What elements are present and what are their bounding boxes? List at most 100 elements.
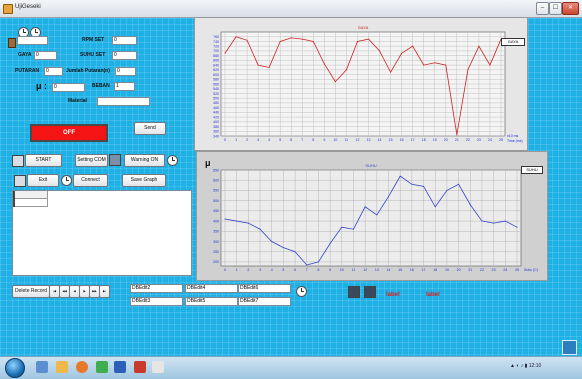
x-tick-label: 11: [352, 268, 356, 272]
data-point: [481, 220, 483, 222]
app-icon[interactable]: [96, 361, 108, 373]
exit-button[interactable]: Exit: [27, 174, 59, 187]
data-grid[interactable]: [12, 190, 192, 276]
data-point: [317, 261, 319, 263]
data-point: [467, 69, 469, 71]
y-tick-label: 660: [213, 59, 219, 63]
beban-input[interactable]: 1: [114, 82, 135, 91]
material-label: Material: [68, 98, 87, 104]
x-tick-label: 4: [271, 268, 273, 272]
save-graph-button[interactable]: Save Graph: [122, 174, 166, 187]
x-tick-label: 22: [480, 268, 484, 272]
gaya-top-field[interactable]: [17, 36, 48, 45]
series-line: [224, 175, 518, 266]
connect-button[interactable]: Connect: [73, 174, 108, 187]
window-title: UjiGeseki: [15, 4, 41, 10]
y-tick-label: 600: [213, 73, 219, 77]
x-tick-label: 10: [340, 268, 344, 272]
label-2: label: [426, 292, 440, 298]
rpm-set-input[interactable]: 0: [112, 36, 137, 45]
x-tick-label: 18: [422, 138, 426, 142]
y-tick-label: 350: [213, 230, 219, 234]
suhu-set-input[interactable]: 0: [112, 51, 137, 60]
x-tick-label: 14: [387, 268, 391, 272]
x-tick-label: 4: [268, 138, 270, 142]
x-axis-label: Time (ms): [507, 139, 523, 143]
media-icon[interactable]: [56, 361, 68, 373]
data-point: [268, 66, 270, 68]
y-tick-label: 550: [213, 189, 219, 193]
data-point: [282, 247, 284, 249]
record-icon[interactable]: [364, 286, 376, 298]
data-point: [493, 222, 495, 224]
data-point: [364, 206, 366, 208]
data-point: [224, 218, 226, 220]
close-button[interactable]: ✕: [562, 2, 579, 15]
db-nav-button[interactable]: ▶|: [99, 285, 110, 298]
x-tick-label: 21: [455, 138, 459, 142]
data-point: [279, 40, 281, 42]
start-button[interactable]: START: [25, 154, 62, 167]
maximize-button[interactable]: ☐: [549, 2, 562, 15]
data-point: [294, 251, 296, 253]
db-edit-field[interactable]: DBEdit3: [130, 297, 183, 306]
clock-text: 12:10: [528, 363, 542, 369]
system-tray[interactable]: ▲ ◐ ♪ ▮ 12:10: [510, 363, 542, 369]
app-icon[interactable]: [152, 361, 164, 373]
data-point: [246, 39, 248, 41]
setting-com-button[interactable]: Setting COM: [75, 154, 108, 167]
y-tick-label: 640: [213, 63, 219, 67]
db-edit-field[interactable]: DBEdit5: [185, 297, 238, 306]
x-tick-label: 0: [224, 268, 226, 272]
start-menu-button[interactable]: [5, 358, 25, 378]
data-point: [401, 52, 403, 54]
data-point: [423, 64, 425, 66]
db-edit-field[interactable]: DBEdit7: [238, 297, 291, 306]
suhu-legend: SUHU: [521, 166, 543, 174]
minimize-button[interactable]: –: [536, 2, 549, 15]
putaran-input[interactable]: 0: [44, 67, 63, 76]
db-edit-field[interactable]: DBEdit4: [185, 284, 238, 293]
rpm-set-label: RPM SET: [82, 37, 105, 43]
material-input[interactable]: [97, 97, 150, 106]
y-tick-label: 620: [213, 68, 219, 72]
y-tick-label: 400: [213, 219, 219, 223]
x-tick-label: 23: [477, 138, 481, 142]
x-tick-label: 24: [488, 138, 492, 142]
data-point: [458, 183, 460, 185]
computer-icon: [109, 154, 121, 166]
jumlah-putaran-input[interactable]: 0: [115, 67, 136, 76]
grid-row[interactable]: [13, 199, 48, 207]
y-tick-label: 420: [213, 115, 219, 119]
data-point: [259, 228, 261, 230]
record-icon[interactable]: [348, 286, 360, 298]
y-tick-label: 450: [213, 209, 219, 213]
gaya-input[interactable]: 0: [34, 51, 57, 60]
explorer-icon[interactable]: [36, 361, 48, 373]
x-tick-label: 1: [236, 268, 238, 272]
data-point: [456, 134, 458, 136]
pdf-icon[interactable]: [134, 361, 146, 373]
y-tick-label: 520: [213, 92, 219, 96]
mu-label: μ :: [36, 81, 48, 91]
x-tick-label: 2: [246, 138, 248, 142]
send-button[interactable]: Send: [134, 122, 166, 135]
y-tick-label: 360: [213, 130, 219, 134]
db-edit-field[interactable]: DBEdit2: [130, 284, 183, 293]
data-point: [412, 45, 414, 47]
x-tick-label: 1: [235, 138, 237, 142]
word-icon[interactable]: [114, 361, 126, 373]
warning-on-button[interactable]: Warning ON: [124, 154, 165, 167]
y-tick-label: 680: [213, 54, 219, 58]
db-edit-field[interactable]: DBEdit6: [238, 284, 291, 293]
x-tick-label: 6: [294, 268, 296, 272]
plot-area: [220, 169, 522, 267]
data-point: [423, 185, 425, 187]
data-point: [323, 63, 325, 65]
mu-input[interactable]: 0: [52, 83, 85, 92]
firefox-icon[interactable]: [76, 361, 88, 373]
delete-record-button[interactable]: Delete Record: [12, 285, 50, 298]
resize-grip-icon[interactable]: [562, 340, 577, 355]
y-tick-label: 460: [213, 106, 219, 110]
